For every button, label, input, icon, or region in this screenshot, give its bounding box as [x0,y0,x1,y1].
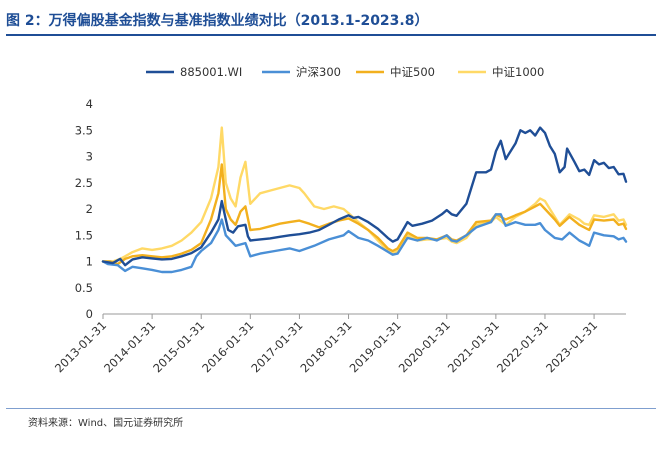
legend: 885001.WI 沪深300 中证500 中证1000 [146,65,544,79]
y-tick-label: 1.5 [75,228,93,242]
series-line-1 [101,213,628,274]
x-axis: 2013-01-312014-01-312015-01-312016-01-31… [52,313,626,375]
y-tick-label: 0 [86,307,93,321]
series-line-3 [101,126,628,263]
figure-title: 图 2：万得偏股基金指数与基准指数业绩对比（2013.1-2023.8） [6,13,429,29]
series-line-0 [101,126,628,267]
series-line-2 [101,163,628,266]
x-tick-label: 2017-01-31 [248,318,305,375]
x-tick-label: 2015-01-31 [150,318,207,375]
x-tick-label: 2018-01-31 [297,318,354,375]
x-tick-label: 2022-01-31 [494,318,551,375]
y-tick-label: 2 [86,202,93,216]
x-tick-label: 2023-01-31 [543,318,600,375]
title-rule [6,34,656,36]
x-tick-label: 2020-01-31 [396,318,453,375]
x-tick-label: 2021-01-31 [445,318,502,375]
y-tick-label: 0.5 [75,281,93,295]
legend-label-1: 沪深300 [296,65,341,79]
legend-label-0: 885001.WI [180,65,242,79]
y-tick-label: 4 [86,97,93,111]
y-tick-label: 1 [86,255,93,269]
x-tick-label: 2013-01-31 [52,318,109,375]
x-tick-label: 2014-01-31 [101,318,158,375]
y-tick-label: 3 [86,150,93,164]
x-tick-label: 2016-01-31 [199,318,256,375]
legend-label-3: 中证1000 [492,65,544,79]
source-rule [6,408,656,409]
source-note: 资料来源：Wind、国元证券研究所 [28,418,184,429]
y-axis: 0 0.5 1 1.5 2 2.5 3 3.5 4 [75,97,93,321]
y-tick-label: 3.5 [75,123,93,137]
series-lines [101,126,628,274]
legend-label-2: 中证500 [390,65,435,79]
x-tick-label: 2019-01-31 [347,318,404,375]
y-tick-label: 2.5 [75,176,93,190]
